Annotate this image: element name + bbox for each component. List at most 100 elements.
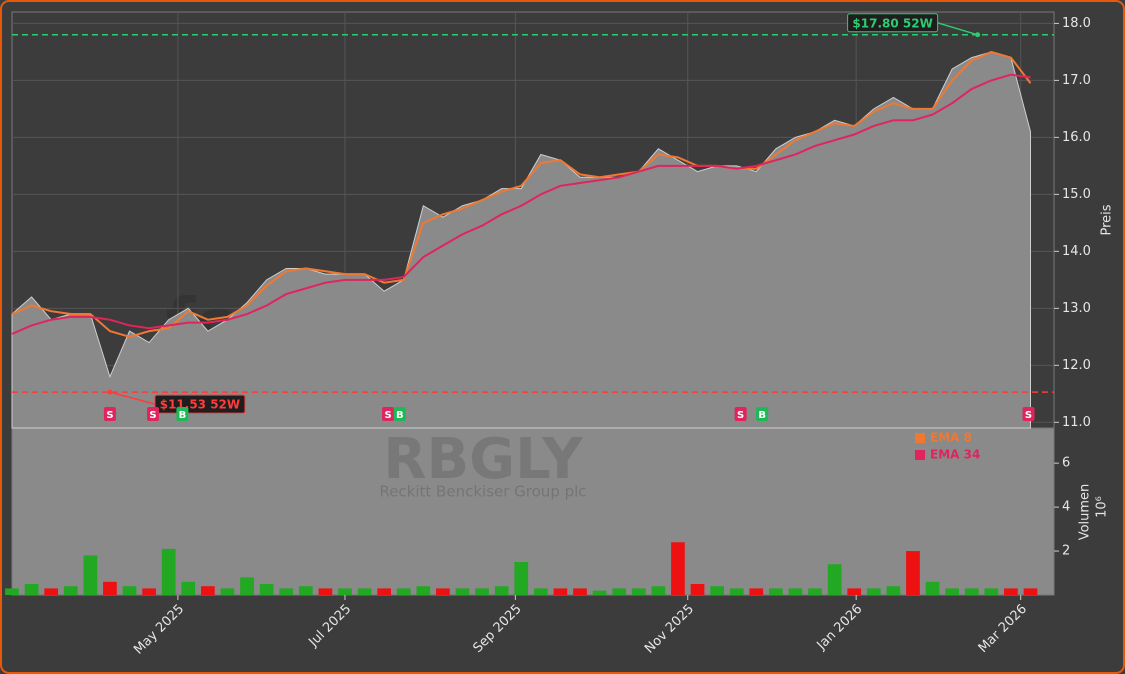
volume-bar [827, 564, 842, 595]
volume-bar [866, 588, 881, 595]
volume-bar [788, 588, 803, 595]
signal-marker [756, 407, 769, 421]
signal-marker [103, 407, 116, 421]
signal-label: B [396, 410, 404, 421]
y-tick-label: 16.0 [1062, 130, 1091, 145]
volume-bar [984, 588, 999, 595]
legend-label: EMA 34 [930, 448, 980, 462]
volume-bar [925, 581, 940, 595]
volume-bar [142, 588, 156, 595]
signal-marker [1022, 407, 1035, 421]
signal-label: S [737, 410, 744, 421]
volume-bar [886, 586, 901, 595]
y-tick-label: 4 [1062, 500, 1070, 515]
y-tick-label: 15.0 [1062, 187, 1091, 202]
volume-bar [201, 586, 215, 595]
volume-bar [533, 588, 548, 595]
annotation-arrow [937, 22, 978, 36]
legend-swatch [915, 450, 925, 460]
y-tick-label: 14.0 [1062, 244, 1091, 259]
volume-bar [161, 548, 176, 595]
volume-bar [416, 586, 431, 595]
volume-bar [808, 588, 822, 595]
signal-label: S [106, 410, 113, 421]
volume-bar [181, 581, 196, 595]
volume-bar [729, 588, 744, 595]
signal-marker [393, 407, 406, 421]
volume-bar [1004, 588, 1018, 595]
annotation-label: $17.80 52W [852, 16, 932, 30]
signal-label: S [384, 410, 391, 421]
signal-label: S [149, 410, 156, 421]
volume-bar [455, 588, 470, 595]
volume-bar [945, 588, 960, 595]
volume-bar [318, 588, 333, 595]
volume-bar [592, 590, 607, 595]
volume-bar [749, 588, 764, 595]
volume-bar [220, 588, 235, 595]
y-axis-multiplier: 10⁶ [1095, 496, 1110, 518]
volume-bar [279, 588, 294, 595]
volume-bar [631, 588, 646, 595]
signal-label: B [179, 410, 187, 421]
signal-marker [147, 407, 160, 421]
volume-bar [44, 588, 59, 595]
y-tick-label: 13.0 [1062, 301, 1091, 316]
signal-marker [734, 407, 747, 421]
signal-marker [176, 407, 189, 421]
y-tick-label: 6 [1062, 456, 1070, 471]
volume-bar [436, 588, 450, 595]
volume-bar [671, 542, 685, 595]
volume-bar [906, 551, 920, 595]
volume-bar [396, 588, 411, 595]
annotation-box [847, 13, 939, 33]
volume-bar [553, 588, 568, 595]
volume-bar [494, 586, 509, 595]
ema-line [11, 73, 1031, 335]
volume-bar [847, 588, 862, 595]
y-tick-label: 11.0 [1062, 415, 1091, 430]
y-tick-label: 17.0 [1062, 73, 1091, 88]
legend-label: EMA 8 [930, 431, 972, 445]
signal-marker [382, 407, 395, 421]
volume-bar [769, 588, 783, 595]
symbol-watermark: RBGLY [383, 427, 584, 492]
signal-label: B [758, 410, 766, 421]
annotation-arrow [109, 391, 156, 405]
volume-bar [24, 584, 39, 595]
volume-bar [103, 581, 117, 595]
volume-bar [259, 584, 274, 595]
volume-bar [122, 586, 137, 595]
volume-bar [5, 588, 19, 595]
volume-bar [690, 584, 705, 595]
y-axis-title: Volumen [1078, 484, 1093, 541]
signal-label: S [1025, 410, 1032, 421]
volume-bar [514, 562, 529, 595]
volume-bar [377, 588, 391, 595]
volume-bar [651, 586, 666, 595]
volume-bar [240, 577, 254, 595]
volume-bar [298, 586, 313, 595]
volume-bar [338, 588, 352, 595]
annotation-label: $11.53 52W [160, 398, 240, 412]
volume-bar [357, 588, 372, 595]
ema-line [11, 50, 1032, 338]
company-watermark: Reckitt Benckiser Group plc [379, 483, 586, 501]
annotation-point [975, 32, 981, 38]
volume-bar [612, 588, 627, 595]
volume-bar [83, 555, 98, 595]
volume-bar [1023, 588, 1038, 595]
legend-swatch [915, 433, 925, 443]
volume-bar [63, 586, 78, 595]
y-tick-label: 2 [1062, 544, 1070, 559]
volume-bar [475, 588, 489, 595]
y-tick-label: 12.0 [1062, 358, 1091, 373]
y-axis-title: Preis [1100, 204, 1115, 235]
y-tick-label: 18.0 [1062, 16, 1091, 31]
annotation-point [107, 389, 113, 395]
volume-bar [573, 588, 587, 595]
volume-bar [964, 588, 979, 595]
volume-bar [710, 586, 724, 595]
